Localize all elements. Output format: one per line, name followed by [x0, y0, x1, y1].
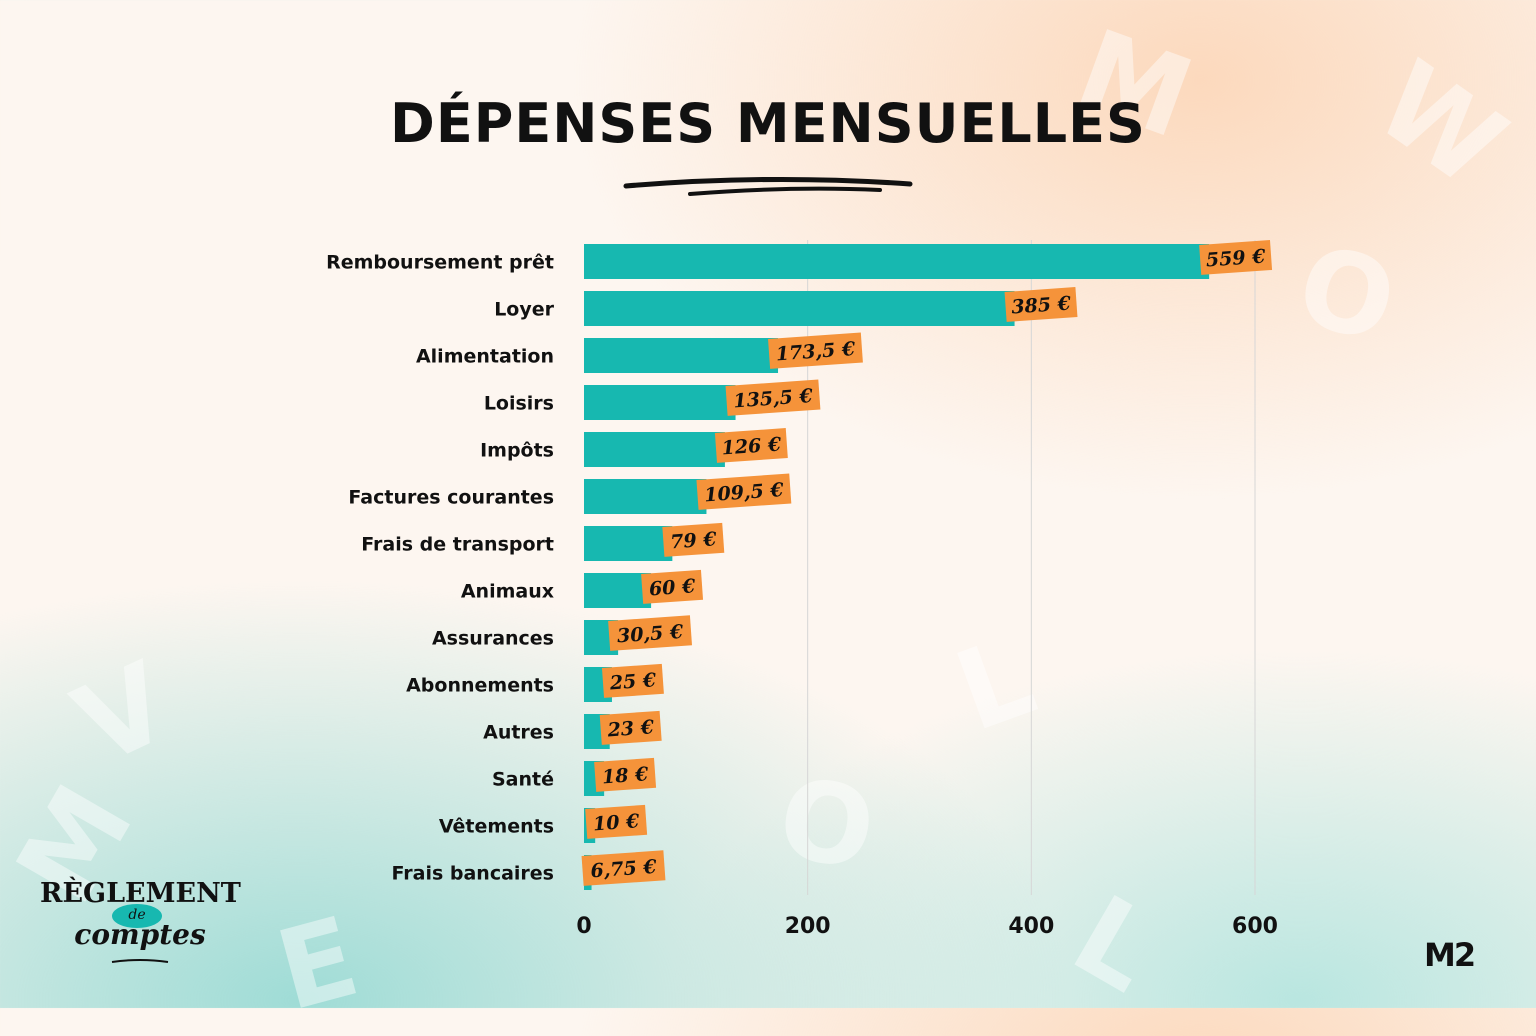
category-label: Frais bancaires — [391, 863, 554, 885]
value-label-text: 385 € — [1011, 292, 1073, 318]
x-tick-label: 400 — [1008, 914, 1054, 939]
value-label: 18 € — [594, 757, 657, 792]
value-label: 23 € — [599, 710, 662, 745]
category-label: Alimentation — [416, 346, 554, 368]
value-label-bg — [641, 569, 704, 604]
category-label: Assurances — [432, 628, 554, 650]
logo-text-top: RÈGLEMENT — [40, 878, 241, 909]
value-label-bg — [599, 710, 662, 745]
value-label-text: 126 € — [721, 433, 783, 459]
value-label-bg — [1199, 240, 1273, 275]
value-label: 79 € — [662, 522, 725, 557]
category-label: Autres — [483, 722, 554, 744]
value-label-text: 23 € — [606, 716, 655, 741]
value-label-bg — [725, 379, 821, 416]
bar — [584, 385, 736, 420]
x-tick-label: 200 — [785, 914, 831, 939]
value-label-text: 18 € — [601, 763, 649, 788]
value-label: 135,5 € — [725, 379, 821, 416]
value-label-bg — [662, 522, 725, 557]
value-label-bg — [581, 850, 666, 886]
category-label: Impôts — [480, 440, 554, 462]
value-label: 60 € — [641, 569, 704, 604]
value-label-bg — [608, 615, 693, 651]
category-label: Frais de transport — [361, 534, 554, 556]
category-label: Remboursement prêt — [326, 252, 554, 274]
bar — [584, 526, 673, 561]
value-label: 173,5 € — [768, 332, 863, 369]
value-label-text: 10 € — [592, 810, 640, 835]
category-label: Loisirs — [484, 393, 554, 415]
category-label: Factures courantes — [348, 487, 554, 509]
category-label: Vêtements — [439, 816, 554, 838]
value-label-bg — [594, 757, 657, 792]
reglement-de-comptes-logo: RÈGLEMENT de comptes — [40, 878, 241, 968]
value-label: 385 € — [1004, 287, 1078, 322]
bar — [584, 479, 707, 514]
logo-text-bottom: comptes — [74, 918, 206, 951]
bar-chart: Remboursement prêt 559 € Loyer 385 € Aliment… — [326, 240, 1278, 939]
value-label: 10 € — [585, 804, 648, 839]
bar — [584, 432, 725, 467]
value-label-text: 559 € — [1205, 245, 1267, 271]
category-label: Animaux — [461, 581, 554, 603]
bar — [584, 338, 779, 373]
bar — [584, 244, 1210, 279]
value-label-bg — [601, 663, 664, 698]
category-label: Loyer — [494, 299, 554, 321]
value-label: 559 € — [1199, 240, 1273, 275]
value-label: 30,5 € — [608, 615, 693, 651]
category-label: Abonnements — [406, 675, 554, 697]
value-label-text: 30,5 € — [616, 621, 684, 648]
value-label-text: 25 € — [608, 669, 657, 694]
category-label: Santé — [492, 769, 554, 791]
value-label-bg — [696, 473, 792, 510]
value-label-bg — [714, 428, 788, 463]
bar — [584, 291, 1015, 326]
x-tick-label: 0 — [576, 914, 591, 939]
value-label-text: 6,75 € — [590, 856, 658, 883]
value-label-bg — [585, 804, 648, 839]
chart-title: DÉPENSES MENSUELLES — [390, 92, 1146, 155]
x-tick-label: 600 — [1232, 914, 1278, 939]
value-label-text: 79 € — [670, 528, 718, 553]
value-label: 109,5 € — [696, 473, 792, 510]
title-underline — [623, 176, 913, 196]
value-label: 6,75 € — [581, 850, 666, 886]
value-label-bg — [768, 332, 863, 369]
value-label: 126 € — [714, 428, 788, 463]
bar — [584, 573, 652, 608]
logo-underline — [111, 959, 169, 963]
logo-text-de: de — [112, 904, 162, 928]
m2-logo: M2 — [1424, 936, 1476, 974]
value-label-text: 60 € — [648, 575, 696, 600]
value-label: 25 € — [601, 663, 664, 698]
value-label-bg — [1004, 287, 1078, 322]
